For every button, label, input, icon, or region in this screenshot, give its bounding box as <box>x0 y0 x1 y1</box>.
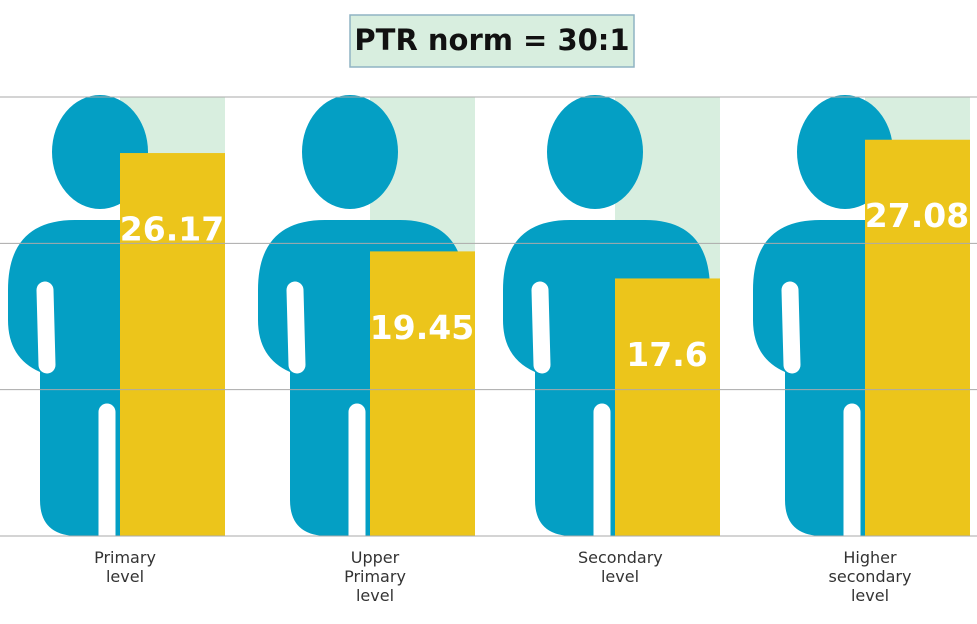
value-label: 27.08 <box>865 196 969 235</box>
figure-arm <box>540 290 542 365</box>
figure-arm <box>790 290 792 365</box>
figure-arm <box>45 290 47 365</box>
figure-head <box>302 95 398 209</box>
bar <box>615 278 720 536</box>
chart: PTR norm = 30:1 26.17 19.45 17.6 27.08 Prim… <box>0 0 977 624</box>
value-label: 26.17 <box>120 210 224 249</box>
figure-head <box>547 95 643 209</box>
x-tick-label: Upper Primary level <box>333 548 417 605</box>
value-label: 19.45 <box>370 308 474 347</box>
bar <box>370 251 475 536</box>
value-label: 17.6 <box>626 335 707 374</box>
x-tick-label: Secondary level <box>578 548 662 586</box>
x-tick-label: Primary level <box>83 548 167 586</box>
figure-arm <box>295 290 297 365</box>
chart-svg: PTR norm = 30:1 26.17 19.45 17.6 27.08 <box>0 0 977 624</box>
x-tick-label: Higher secondary level <box>828 548 912 605</box>
chart-title: PTR norm = 30:1 <box>354 23 629 57</box>
